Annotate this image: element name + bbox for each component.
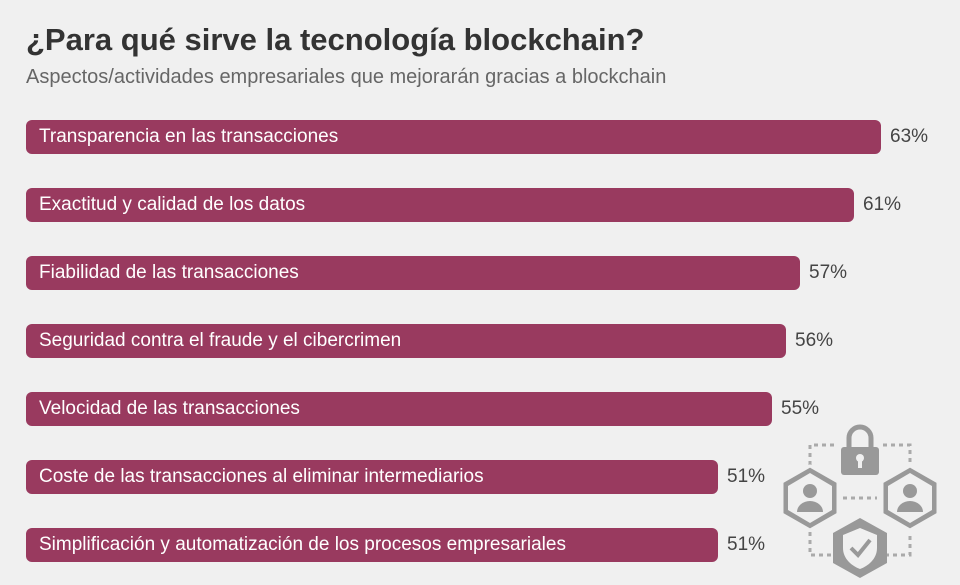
bar-label: Simplificación y automatización de los p… bbox=[39, 534, 566, 555]
bar-label: Seguridad contra el fraude y el cibercri… bbox=[39, 330, 402, 351]
bar-value-label: 57% bbox=[809, 262, 848, 283]
shield-check-icon bbox=[833, 518, 887, 578]
user-left-icon bbox=[780, 464, 840, 532]
user-right-icon bbox=[880, 464, 940, 532]
bar-value-label: 55% bbox=[781, 398, 820, 419]
bar bbox=[26, 120, 881, 154]
blockchain-network-icon bbox=[780, 424, 940, 578]
bar bbox=[26, 460, 718, 494]
bar-value-label: 61% bbox=[863, 194, 902, 215]
bar bbox=[26, 324, 786, 358]
bar-value-label: 51% bbox=[727, 534, 766, 555]
bar-label: Transparencia en las transacciones bbox=[39, 126, 339, 147]
lock-icon bbox=[841, 424, 879, 475]
bar bbox=[26, 256, 800, 290]
bar-label: Coste de las transacciones al eliminar i… bbox=[39, 466, 484, 487]
bar bbox=[26, 188, 854, 222]
chart-subtitle: Aspectos/actividades empresariales que m… bbox=[26, 66, 667, 88]
bar-value-label: 56% bbox=[795, 330, 834, 351]
chart-title: ¿Para qué sirve la tecnología blockchain… bbox=[26, 22, 645, 57]
bar-label: Fiabilidad de las transacciones bbox=[39, 262, 299, 283]
bar-label: Exactitud y calidad de los datos bbox=[39, 194, 306, 215]
bar-label: Velocidad de las transacciones bbox=[39, 398, 300, 419]
bar bbox=[26, 528, 718, 562]
bar bbox=[26, 392, 772, 426]
bar-value-label: 63% bbox=[890, 126, 929, 147]
bar-value-label: 51% bbox=[727, 466, 766, 487]
